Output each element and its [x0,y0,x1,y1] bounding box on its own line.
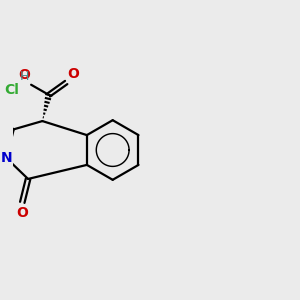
Text: O: O [16,206,28,220]
Text: Cl: Cl [4,82,20,97]
Text: O: O [18,68,30,83]
Polygon shape [0,109,14,129]
Text: N: N [1,151,12,165]
Text: H: H [20,70,30,83]
Text: O: O [68,67,80,81]
